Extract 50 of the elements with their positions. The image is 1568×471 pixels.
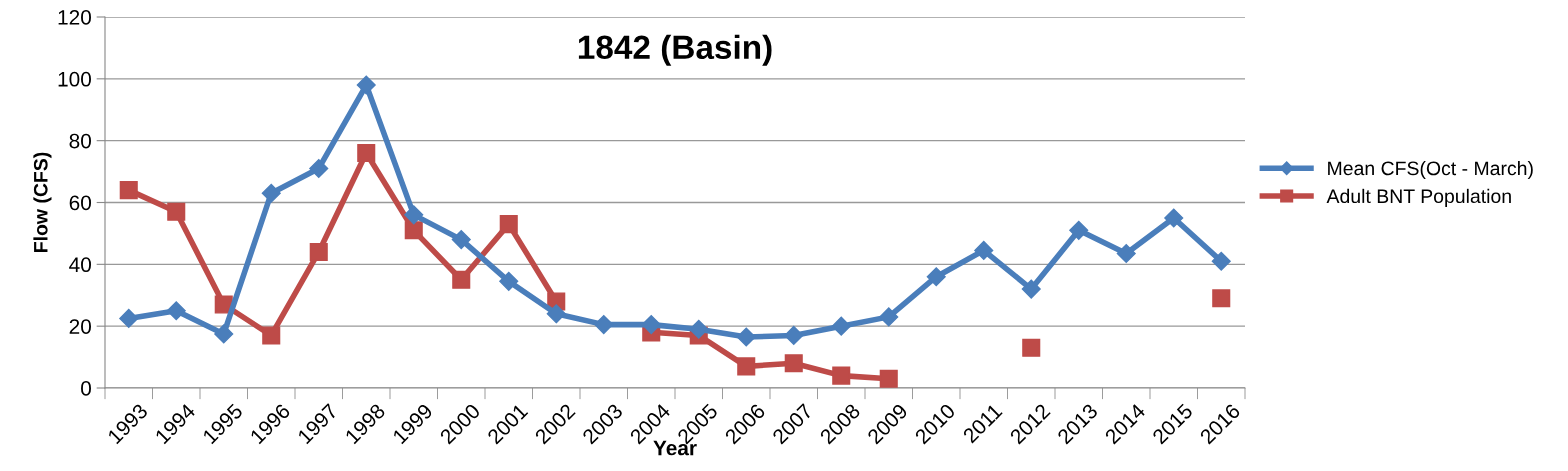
point bbox=[1212, 289, 1231, 308]
point bbox=[974, 240, 994, 260]
y-tick-label: 0 bbox=[81, 381, 91, 396]
legend-label: Mean CFS(Oct - March) bbox=[1328, 160, 1533, 180]
point bbox=[736, 327, 756, 347]
point bbox=[1211, 251, 1231, 271]
point bbox=[119, 308, 139, 328]
point bbox=[879, 369, 898, 388]
y-tick-label: 80 bbox=[69, 133, 91, 149]
point bbox=[451, 230, 471, 250]
point bbox=[1069, 220, 1089, 240]
point bbox=[879, 307, 899, 327]
point bbox=[404, 221, 423, 240]
point bbox=[404, 205, 424, 225]
point bbox=[261, 183, 281, 203]
point bbox=[784, 325, 804, 345]
point bbox=[309, 158, 329, 179]
point bbox=[167, 202, 186, 221]
point bbox=[546, 304, 566, 324]
legend-label: Adult BNT Population bbox=[1326, 188, 1511, 207]
point bbox=[309, 242, 328, 261]
point bbox=[831, 316, 851, 336]
point bbox=[357, 144, 376, 163]
point bbox=[1022, 338, 1041, 357]
chart-title: 1842 (Basin) bbox=[578, 34, 772, 66]
point bbox=[499, 215, 518, 234]
y-tick-label: 60 bbox=[69, 195, 91, 211]
point bbox=[1116, 243, 1136, 264]
y-axis-title: Flow (CFS) bbox=[33, 152, 52, 252]
point bbox=[119, 181, 138, 200]
y-tick-label: 40 bbox=[69, 257, 91, 273]
point bbox=[1164, 208, 1184, 228]
point bbox=[499, 271, 519, 291]
point bbox=[1021, 279, 1041, 299]
point bbox=[784, 354, 803, 373]
point bbox=[214, 324, 234, 344]
point bbox=[356, 75, 376, 95]
y-tick-label: 100 bbox=[58, 71, 91, 87]
point bbox=[641, 315, 661, 335]
point bbox=[737, 357, 756, 376]
point bbox=[594, 315, 614, 335]
point bbox=[832, 366, 851, 385]
point bbox=[689, 319, 709, 339]
y-tick-label: 120 bbox=[58, 10, 91, 25]
point bbox=[262, 326, 281, 345]
y-tick-label: 20 bbox=[69, 319, 91, 334]
point bbox=[926, 267, 946, 287]
point bbox=[452, 270, 471, 289]
point bbox=[166, 301, 186, 321]
point bbox=[214, 295, 233, 314]
